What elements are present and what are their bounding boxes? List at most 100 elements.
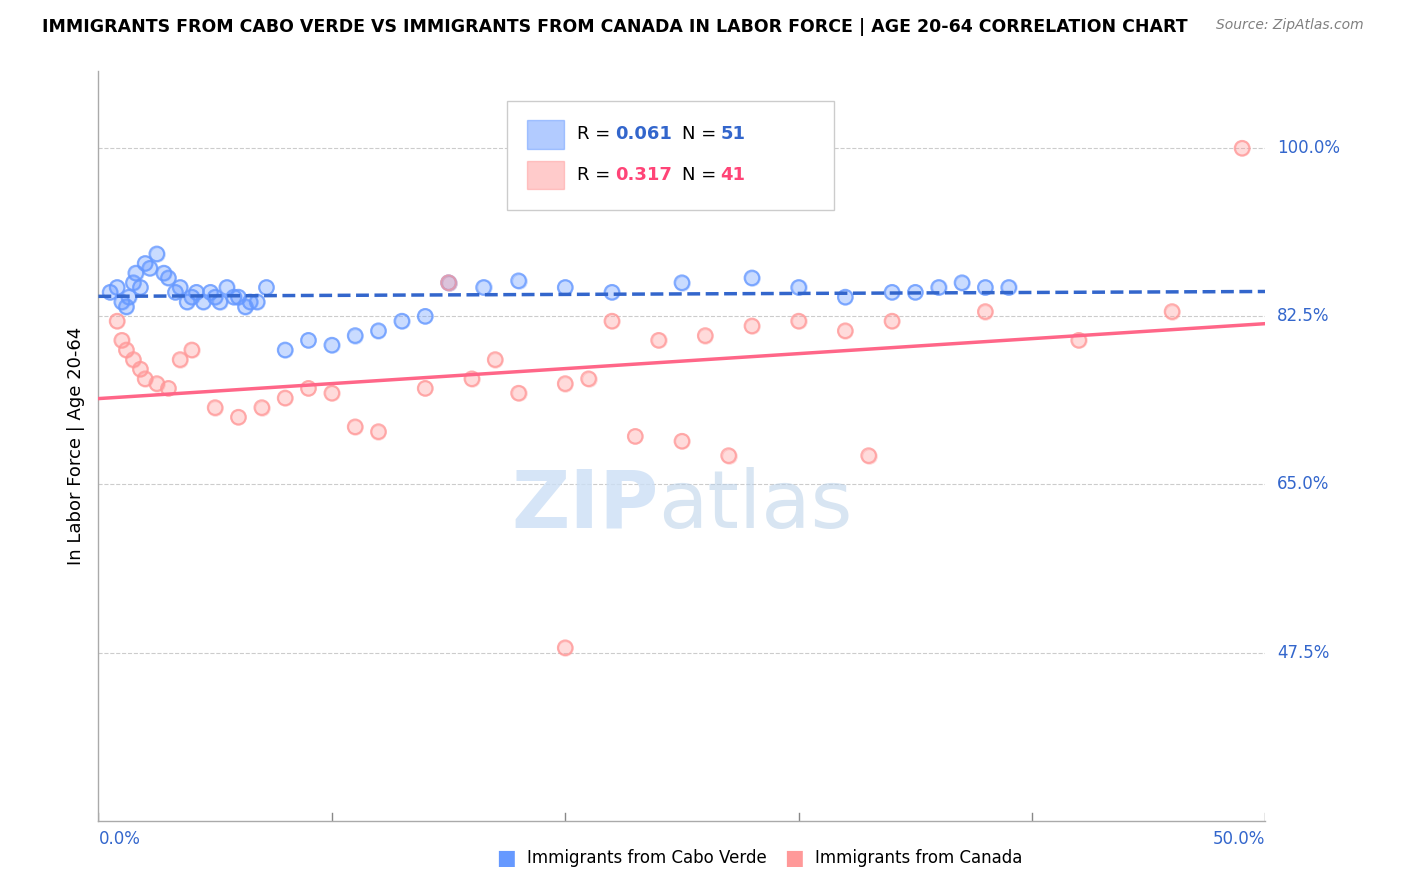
Point: [139, 261, 162, 276]
Point: [974, 304, 997, 318]
Point: [578, 372, 600, 386]
Point: [246, 294, 269, 309]
Point: [974, 304, 997, 318]
Point: [880, 285, 903, 300]
Point: [578, 372, 600, 386]
Point: [437, 276, 460, 290]
Point: [105, 280, 128, 294]
Point: [256, 280, 278, 294]
Text: 82.5%: 82.5%: [1277, 308, 1330, 326]
Point: [974, 280, 997, 294]
Point: [105, 314, 128, 328]
Point: [297, 334, 319, 348]
Point: [200, 285, 222, 300]
Point: [297, 381, 319, 395]
Point: [344, 328, 367, 343]
Text: ■: ■: [496, 848, 516, 868]
Point: [193, 294, 215, 309]
Point: [928, 280, 950, 294]
Point: [228, 410, 250, 425]
Point: [508, 386, 530, 401]
Point: [129, 280, 152, 294]
Point: [437, 276, 460, 290]
Point: [274, 391, 297, 405]
Text: 65.0%: 65.0%: [1277, 475, 1330, 493]
Point: [928, 280, 950, 294]
Point: [508, 386, 530, 401]
Point: [695, 328, 717, 343]
Point: [134, 372, 156, 386]
Point: [118, 290, 141, 304]
Point: [274, 391, 297, 405]
Point: [180, 343, 202, 357]
Point: [134, 256, 156, 270]
Point: [834, 290, 856, 304]
Point: [125, 266, 148, 280]
Point: [129, 362, 152, 376]
Point: [200, 285, 222, 300]
Point: [169, 280, 191, 294]
Point: [600, 314, 623, 328]
Point: [413, 381, 436, 395]
Point: [974, 280, 997, 294]
Point: [834, 324, 856, 338]
Point: [437, 276, 460, 290]
Text: 0.317: 0.317: [616, 166, 672, 184]
Point: [904, 285, 927, 300]
Point: [235, 300, 257, 314]
Point: [367, 425, 389, 439]
Text: 100.0%: 100.0%: [1277, 139, 1340, 157]
Point: [787, 280, 810, 294]
Point: [235, 300, 257, 314]
Text: Immigrants from Canada: Immigrants from Canada: [815, 849, 1022, 867]
Point: [122, 276, 145, 290]
Point: [186, 285, 208, 300]
Point: [554, 376, 576, 391]
Point: [169, 352, 191, 367]
Point: [115, 300, 138, 314]
Point: [508, 274, 530, 288]
Point: [180, 343, 202, 357]
Point: [472, 280, 495, 294]
Point: [484, 352, 506, 367]
Point: [671, 434, 693, 449]
Point: [367, 324, 389, 338]
Point: [165, 285, 187, 300]
Point: [717, 449, 740, 463]
Point: [246, 294, 269, 309]
FancyBboxPatch shape: [508, 102, 834, 210]
Point: [787, 280, 810, 294]
Point: [484, 352, 506, 367]
Point: [122, 352, 145, 367]
Point: [169, 352, 191, 367]
Point: [880, 285, 903, 300]
Point: [122, 276, 145, 290]
Text: Immigrants from Cabo Verde: Immigrants from Cabo Verde: [527, 849, 768, 867]
Point: [554, 640, 576, 655]
Point: [624, 429, 647, 443]
Point: [997, 280, 1019, 294]
Point: [297, 334, 319, 348]
Point: [165, 285, 187, 300]
Point: [98, 285, 121, 300]
Point: [111, 294, 134, 309]
Point: [904, 285, 927, 300]
Text: ■: ■: [785, 848, 804, 868]
Text: R =: R =: [576, 166, 616, 184]
Text: IMMIGRANTS FROM CABO VERDE VS IMMIGRANTS FROM CANADA IN LABOR FORCE | AGE 20-64 : IMMIGRANTS FROM CABO VERDE VS IMMIGRANTS…: [42, 18, 1188, 36]
Point: [157, 271, 180, 285]
Point: [111, 294, 134, 309]
Point: [250, 401, 273, 415]
Point: [146, 247, 169, 261]
Point: [152, 266, 174, 280]
Point: [98, 285, 121, 300]
Point: [671, 276, 693, 290]
Text: atlas: atlas: [658, 467, 853, 545]
Point: [297, 381, 319, 395]
Point: [157, 381, 180, 395]
Point: [115, 343, 138, 357]
Point: [228, 410, 250, 425]
Point: [391, 314, 413, 328]
Point: [858, 449, 880, 463]
Text: ZIP: ZIP: [512, 467, 658, 545]
